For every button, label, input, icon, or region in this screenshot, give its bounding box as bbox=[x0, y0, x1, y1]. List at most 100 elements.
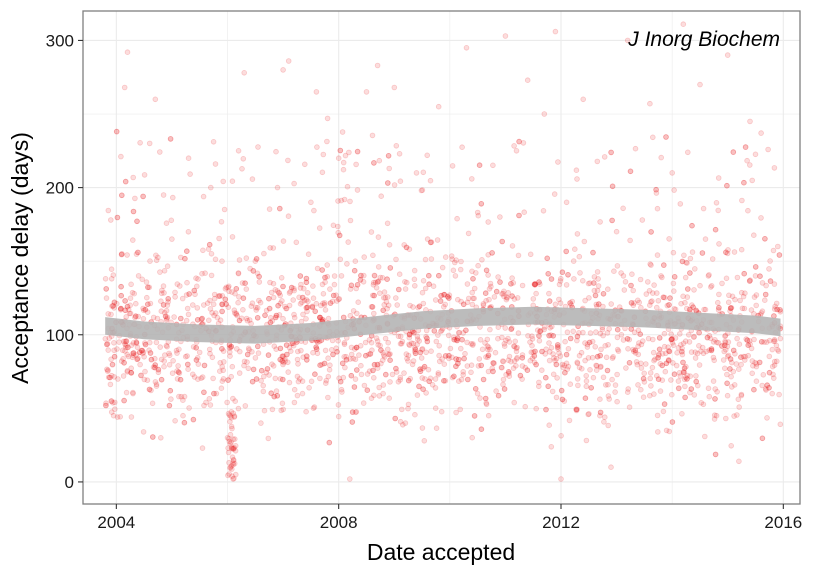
data-point bbox=[376, 157, 383, 164]
data-point bbox=[291, 287, 298, 294]
data-point bbox=[634, 297, 641, 304]
data-point bbox=[519, 282, 526, 289]
data-point bbox=[490, 360, 497, 366]
data-point bbox=[771, 281, 778, 287]
data-point bbox=[773, 358, 780, 365]
data-point bbox=[285, 157, 291, 164]
data-point bbox=[513, 356, 520, 362]
data-point bbox=[767, 258, 773, 264]
data-point bbox=[322, 380, 329, 387]
data-point bbox=[124, 303, 131, 310]
data-point bbox=[185, 361, 191, 368]
data-point bbox=[161, 363, 167, 370]
data-point bbox=[263, 369, 270, 376]
data-point bbox=[346, 149, 352, 156]
data-point bbox=[501, 343, 508, 350]
data-point bbox=[150, 434, 156, 440]
data-point bbox=[146, 347, 152, 354]
data-point bbox=[454, 337, 460, 344]
data-point bbox=[190, 416, 197, 423]
data-point bbox=[649, 298, 655, 304]
data-point bbox=[684, 376, 690, 382]
data-point bbox=[436, 342, 443, 349]
data-point bbox=[594, 158, 601, 165]
data-point bbox=[475, 363, 482, 369]
data-point bbox=[558, 432, 564, 439]
data-point bbox=[384, 276, 390, 283]
data-point bbox=[679, 410, 685, 417]
data-point bbox=[316, 225, 323, 231]
data-point bbox=[469, 289, 476, 296]
data-point bbox=[140, 429, 147, 435]
data-point bbox=[241, 358, 248, 365]
data-point bbox=[375, 264, 382, 270]
data-point bbox=[229, 445, 236, 452]
data-point bbox=[227, 413, 234, 420]
data-point bbox=[733, 361, 740, 367]
data-point bbox=[724, 52, 731, 58]
data-point bbox=[304, 289, 311, 296]
y-tick-label: 200 bbox=[46, 179, 74, 198]
data-point bbox=[195, 376, 201, 383]
data-point bbox=[738, 392, 745, 399]
data-point bbox=[461, 355, 467, 362]
data-point bbox=[712, 226, 719, 233]
data-point bbox=[402, 420, 409, 426]
data-point bbox=[350, 308, 357, 314]
data-point bbox=[161, 290, 167, 296]
data-point bbox=[253, 256, 260, 262]
data-point bbox=[724, 182, 730, 189]
data-point bbox=[229, 454, 236, 461]
data-point bbox=[542, 351, 548, 357]
data-point bbox=[576, 330, 582, 336]
data-point bbox=[674, 349, 680, 356]
data-point bbox=[279, 298, 285, 304]
data-point bbox=[749, 177, 755, 184]
data-point bbox=[194, 354, 201, 361]
data-point bbox=[254, 314, 261, 321]
data-point bbox=[352, 258, 359, 265]
data-point bbox=[223, 301, 229, 308]
data-point bbox=[267, 314, 274, 321]
data-point bbox=[439, 264, 446, 271]
data-point bbox=[405, 352, 412, 359]
data-point bbox=[751, 294, 758, 300]
data-point bbox=[426, 378, 433, 385]
data-point bbox=[106, 335, 112, 341]
data-point bbox=[128, 414, 135, 420]
data-point bbox=[559, 269, 566, 276]
data-point bbox=[679, 258, 686, 265]
data-point bbox=[643, 291, 650, 297]
data-point bbox=[453, 363, 459, 370]
data-point bbox=[169, 370, 176, 377]
data-point bbox=[538, 367, 545, 374]
data-point bbox=[128, 369, 134, 376]
data-point bbox=[469, 434, 476, 441]
data-point bbox=[682, 394, 688, 401]
data-point bbox=[232, 442, 239, 449]
data-point bbox=[639, 338, 646, 344]
data-point bbox=[587, 330, 594, 336]
data-point bbox=[587, 280, 593, 286]
data-point bbox=[254, 314, 261, 321]
data-point bbox=[360, 400, 367, 406]
data-point bbox=[709, 256, 716, 262]
data-point bbox=[578, 365, 585, 372]
data-point bbox=[301, 297, 308, 304]
data-point bbox=[627, 168, 634, 175]
data-point bbox=[393, 365, 399, 372]
data-point bbox=[600, 374, 607, 381]
data-point bbox=[172, 289, 178, 296]
data-point bbox=[297, 273, 304, 279]
data-point bbox=[455, 360, 461, 367]
data-point bbox=[184, 279, 190, 286]
data-point bbox=[480, 376, 487, 383]
data-point bbox=[486, 296, 492, 303]
data-point bbox=[404, 355, 410, 362]
data-point bbox=[736, 404, 742, 410]
data-point bbox=[469, 301, 476, 308]
data-point bbox=[730, 347, 737, 354]
data-point bbox=[446, 295, 452, 301]
data-point bbox=[303, 304, 310, 311]
data-point bbox=[584, 344, 591, 350]
